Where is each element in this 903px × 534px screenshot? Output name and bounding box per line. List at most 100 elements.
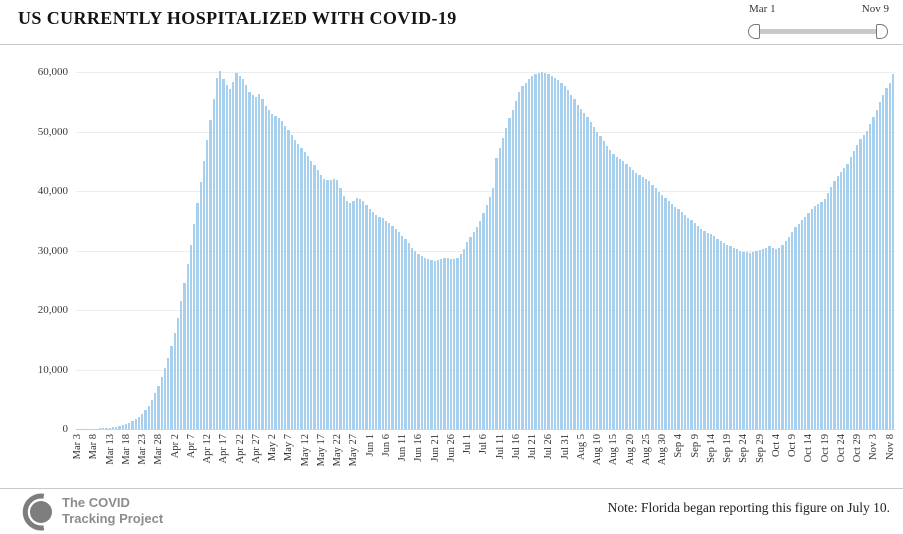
- slider-start-label: Mar 1: [749, 3, 776, 15]
- bar: [183, 283, 186, 429]
- x-tick-label: Nov 8: [884, 434, 896, 460]
- slider-end-label: Nov 9: [861, 3, 889, 15]
- bar: [592, 126, 596, 429]
- bar: [326, 180, 329, 429]
- bar: [687, 217, 690, 429]
- bar: [160, 376, 163, 429]
- bar: [615, 156, 618, 429]
- bar: [706, 232, 709, 429]
- bar: [644, 178, 648, 429]
- bar: [664, 198, 667, 429]
- bar: [362, 200, 365, 429]
- bar: [189, 244, 193, 429]
- bar: [804, 216, 807, 429]
- bar: [150, 400, 154, 429]
- bar: [768, 246, 771, 429]
- bar: [472, 231, 475, 429]
- bar: [433, 260, 436, 429]
- bar: [297, 144, 300, 429]
- x-tick-label: Jun 16: [413, 434, 425, 462]
- bar: [843, 168, 846, 429]
- date-range-slider[interactable]: Mar 1 Nov 9: [748, 2, 889, 42]
- bar: [163, 367, 167, 429]
- bar: [449, 258, 453, 429]
- x-tick-label: Aug 20: [624, 434, 636, 466]
- bar: [667, 200, 670, 429]
- x-tick-label: Jul 16: [510, 434, 522, 460]
- bar: [862, 135, 865, 429]
- bar: [586, 117, 589, 429]
- bar: [157, 385, 160, 429]
- bar: [118, 426, 121, 429]
- bar: [872, 117, 875, 429]
- bar: [254, 97, 258, 429]
- bar: [176, 317, 180, 429]
- bar: [95, 428, 98, 429]
- bar: [836, 176, 839, 429]
- bar: [407, 243, 410, 429]
- bar: [625, 163, 628, 429]
- bar: [557, 80, 560, 429]
- bar: [774, 248, 778, 429]
- slider-handle-left[interactable]: [748, 24, 760, 39]
- x-tick-label: Aug 25: [640, 434, 652, 466]
- bar: [752, 252, 755, 429]
- bar: [865, 130, 869, 429]
- bar: [732, 247, 735, 429]
- slider-track[interactable]: [760, 29, 876, 34]
- gridline: [76, 131, 895, 133]
- logo-text-line2: Tracking Project: [62, 511, 164, 526]
- bar: [300, 147, 303, 429]
- bar: [115, 426, 118, 429]
- bar: [787, 236, 791, 429]
- y-tick-label: 0: [62, 423, 69, 435]
- header-divider: [0, 44, 903, 45]
- bar: [505, 127, 508, 429]
- bar: [319, 174, 323, 429]
- bar: [602, 141, 605, 429]
- chart-title: US CURRENTLY HOSPITALIZED WITH COVID-19: [18, 8, 457, 28]
- bar: [729, 245, 732, 429]
- bar: [537, 72, 540, 429]
- y-tick-label: 10,000: [37, 363, 68, 376]
- x-tick-label: Apr 22: [234, 434, 246, 464]
- gridline: [76, 191, 895, 192]
- bar: [482, 213, 485, 429]
- x-tick-label: Aug 5: [575, 434, 587, 460]
- bar: [622, 161, 625, 429]
- bar: [791, 232, 794, 429]
- bar: [612, 153, 615, 429]
- bar: [573, 99, 576, 429]
- bar: [888, 83, 891, 429]
- slider-handle-right[interactable]: [876, 24, 888, 39]
- bar: [508, 118, 511, 429]
- bar: [274, 116, 277, 429]
- x-tick-label: Apr 17: [218, 434, 230, 464]
- bar: [102, 428, 105, 429]
- x-tick-label: Mar 3: [72, 434, 84, 460]
- bar: [222, 78, 225, 429]
- bar: [485, 205, 488, 429]
- bars-layer: [76, 60, 895, 429]
- x-tick-label: Mar 13: [104, 434, 116, 465]
- bar: [735, 249, 739, 429]
- bar: [277, 117, 280, 429]
- bar: [833, 180, 836, 429]
- bar: [186, 264, 189, 429]
- bar: [807, 213, 810, 429]
- bar: [498, 148, 501, 429]
- bar: [726, 244, 729, 429]
- bar: [716, 238, 719, 429]
- bar: [794, 227, 797, 429]
- bar: [287, 130, 290, 429]
- bar: [869, 124, 872, 429]
- bar: [316, 170, 319, 429]
- bar: [267, 110, 271, 429]
- bar: [209, 119, 212, 429]
- bar: [342, 195, 345, 429]
- x-tick-label: Jul 11: [494, 434, 506, 459]
- bar: [368, 209, 371, 429]
- bar: [875, 109, 878, 429]
- x-tick-label: Jul 6: [478, 434, 490, 455]
- bar: [228, 88, 232, 429]
